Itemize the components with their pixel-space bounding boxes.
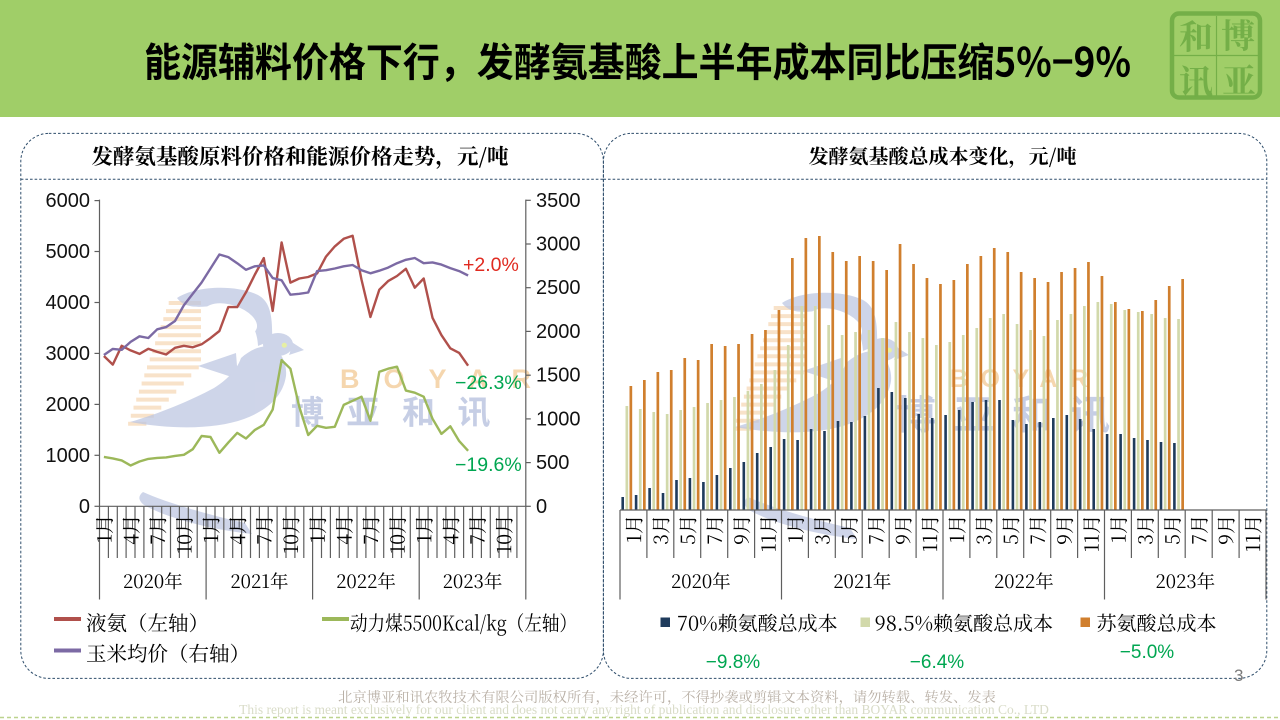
svg-text:3000: 3000: [536, 234, 581, 256]
svg-text:500: 500: [536, 452, 569, 474]
svg-text:3000: 3000: [46, 343, 91, 365]
svg-text:−26.3%: −26.3%: [455, 372, 522, 394]
svg-text:−19.6%: −19.6%: [455, 454, 522, 476]
svg-text:−6.4%: −6.4%: [910, 652, 965, 673]
svg-text:2000: 2000: [46, 394, 91, 416]
svg-text:−5.0%: −5.0%: [1120, 642, 1175, 663]
svg-text:BOYAR: BOYAR: [340, 364, 555, 394]
svg-text:5000: 5000: [46, 241, 91, 263]
svg-text:−9.8%: −9.8%: [706, 652, 761, 673]
svg-text:6000: 6000: [46, 190, 91, 212]
svg-text:2500: 2500: [536, 277, 581, 299]
svg-text:+2.0%: +2.0%: [463, 254, 519, 276]
svg-text:3500: 3500: [536, 190, 581, 212]
svg-text:This report is meant exclusive: This report is meant exclusively for our…: [239, 702, 1049, 717]
svg-text:1000: 1000: [46, 445, 91, 467]
svg-text:1000: 1000: [536, 408, 581, 430]
svg-text:3: 3: [1234, 666, 1243, 685]
svg-text:2000: 2000: [536, 321, 581, 343]
svg-text:4000: 4000: [46, 292, 91, 314]
svg-text:0: 0: [79, 496, 90, 518]
svg-text:1500: 1500: [536, 365, 581, 387]
svg-text:0: 0: [536, 496, 547, 518]
svg-text:BOYAR: BOYAR: [950, 365, 1101, 393]
